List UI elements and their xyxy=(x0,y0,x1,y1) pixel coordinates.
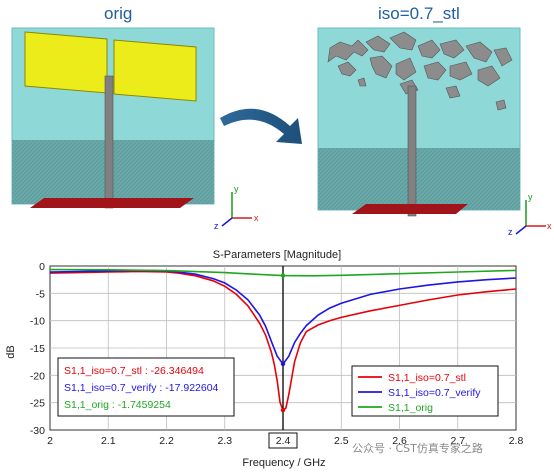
feed-line xyxy=(407,85,417,217)
x-axis-label: Frequency / GHz xyxy=(242,457,325,469)
svg-text:y: y xyxy=(234,184,239,194)
base-plate xyxy=(352,204,468,214)
svg-text:z: z xyxy=(214,221,219,231)
watermark-text: 公众号 · CST仿真专家之路 xyxy=(352,442,483,455)
right-panel-title: iso=0.7_stl xyxy=(378,4,460,23)
legend-label: S1,1_orig xyxy=(388,402,433,414)
y-tick-label: 0 xyxy=(39,261,45,273)
x-tick-label: 2.2 xyxy=(159,435,174,447)
legend-label: S1,1_iso=0.7_verify xyxy=(388,387,481,399)
x-tick-label: 2.6 xyxy=(392,435,407,447)
y-tick-label: -20 xyxy=(30,370,45,382)
legend-label: S1,1_iso=0.7_stl xyxy=(388,372,466,384)
optimized-patch xyxy=(327,31,513,111)
svg-text:x: x xyxy=(547,221,552,231)
ground-section xyxy=(318,148,520,210)
axis-triad-icon: y x z xyxy=(508,192,552,236)
series-line xyxy=(49,270,517,412)
svg-text:y: y xyxy=(528,192,533,202)
y-axis-label: dB xyxy=(5,345,17,358)
y-tick-label: -30 xyxy=(30,425,45,437)
y-tick-label: -25 xyxy=(30,398,45,410)
transform-arrow-icon xyxy=(220,108,302,144)
marker-point xyxy=(280,407,286,413)
x-tick-label: 2.5 xyxy=(334,435,349,447)
y-tick-label: -15 xyxy=(30,343,45,355)
annotation-text: S1,1_orig : -1.7459254 xyxy=(64,399,171,411)
svg-text:z: z xyxy=(508,227,513,236)
x-tick-label: 2.1 xyxy=(101,435,116,447)
x-tick-label: 2 xyxy=(47,435,53,447)
left-panel-title: orig xyxy=(104,4,133,23)
axis-triad-icon: y x z xyxy=(214,184,259,231)
chart-title: S-Parameters [Magnitude] xyxy=(212,249,342,261)
chart-marker: 2.4 xyxy=(268,266,298,449)
optimized-antenna-view[interactable]: y x z xyxy=(300,22,554,236)
patch-right xyxy=(113,39,197,102)
marker-label-box xyxy=(268,432,298,449)
annotation-text: S1,1_iso=0.7_verify : -17.922604 xyxy=(64,382,219,394)
marker-point xyxy=(280,273,286,278)
marker-label: 2.4 xyxy=(276,435,291,447)
x-tick-label: 2.7 xyxy=(450,435,465,447)
marker-point xyxy=(280,361,286,367)
orig-antenna-view[interactable]: y x z xyxy=(0,22,270,232)
annotation-box-frame xyxy=(57,357,235,417)
y-tick-label: -5 xyxy=(36,288,45,300)
chart-annotation-box: S1,1_iso=0.7_stl : -26.346494 S1,1_iso=0.… xyxy=(57,357,235,417)
chart-legend: S1,1_iso=0.7_stl S1,1_iso=0.7_verify S1,1_… xyxy=(351,365,499,417)
annotation-text: S1,1_iso=0.7_stl : -26.346494 xyxy=(64,365,204,377)
base-plate xyxy=(30,198,194,208)
x-tick-label: 2.8 xyxy=(509,435,524,447)
svg-text:x: x xyxy=(254,213,259,223)
y-tick-label: -10 xyxy=(30,316,45,328)
x-tick-label: 2.3 xyxy=(217,435,232,447)
